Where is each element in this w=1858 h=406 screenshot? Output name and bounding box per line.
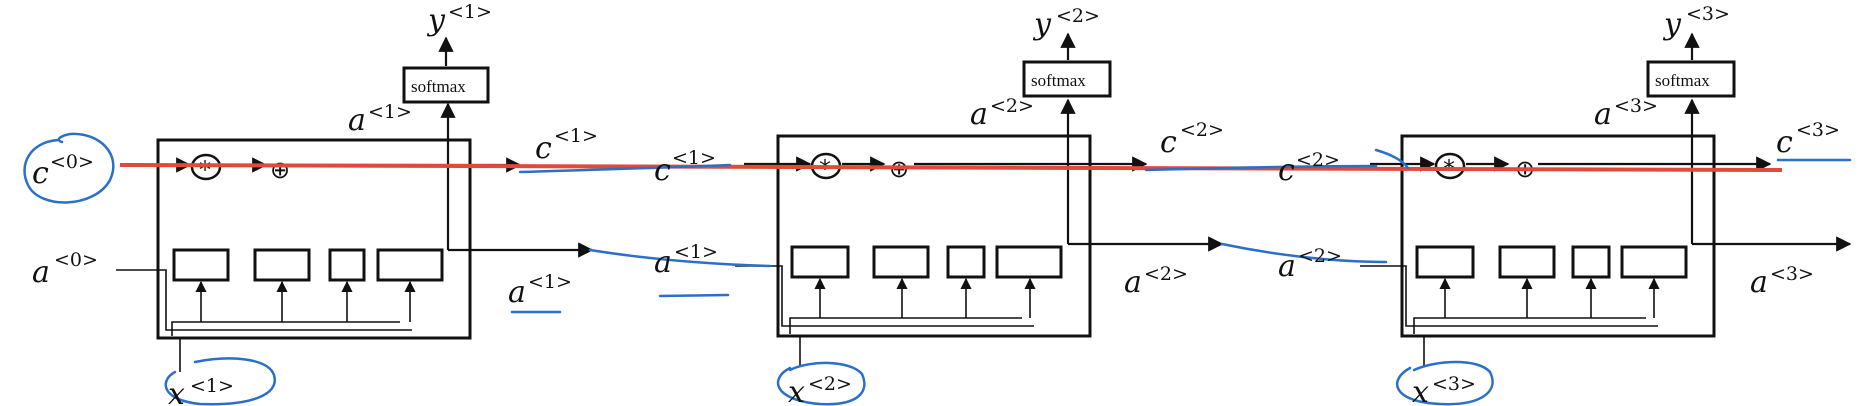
label-a3-out: a (1750, 265, 1768, 300)
label-x2: x (788, 375, 805, 406)
label-a1-top-sup: <1> (368, 101, 412, 123)
cell-2-gate-tanh (946, 245, 986, 279)
label-c2-out-sup: <2> (1180, 119, 1224, 141)
label-a1-out-sup: <1> (528, 271, 572, 293)
label-x3: x (1412, 375, 1429, 406)
label-a0: a (32, 255, 50, 290)
label-a2-in-sup: <2> (1298, 245, 1342, 267)
cell-1-gate-tanh (328, 248, 366, 282)
label-y2-sup: <2> (1056, 5, 1100, 27)
circle-x3 (1395, 360, 1494, 406)
label-y3: y (1662, 7, 1682, 42)
label-c3-out: c (1776, 125, 1793, 160)
cell-1-gate-forget (172, 248, 230, 282)
label-c1-in-sup: <1> (672, 147, 716, 169)
cell-2-gate-output (995, 245, 1063, 279)
cell-3-softmax-box (1646, 60, 1736, 98)
label-c0: c (32, 156, 49, 191)
cell-1-multiply-symbol: * (199, 156, 211, 184)
label-a2-out-sup: <2> (1144, 263, 1188, 285)
lstm-cell-3: * ⊕ softmax (1360, 32, 1852, 366)
memory-cell-highlight-line (119, 163, 1783, 172)
label-a2-in: a (1278, 249, 1296, 284)
lstm-cell-2: * ⊕ softmax (735, 32, 1224, 366)
cell-1-gate-output (376, 248, 444, 282)
cell-2-softmax-label: softmax (1031, 71, 1086, 90)
label-a2-top: a (970, 97, 988, 132)
cell-3-gate-output (1620, 245, 1688, 279)
label-y2: y (1032, 7, 1052, 42)
cell-1-add-symbol: ⊕ (270, 156, 290, 184)
label-a0-sup: <0> (54, 249, 98, 271)
label-a3-top-sup: <3> (1614, 95, 1658, 117)
cell-3-frame (1400, 134, 1716, 338)
cell-2-gate-forget (790, 245, 850, 279)
cell-1-input-bus (116, 269, 412, 331)
underline-a1-right (658, 293, 730, 298)
label-a1-in-sup: <1> (674, 241, 718, 263)
label-x2-sup: <2> (808, 373, 852, 395)
circle-x2 (776, 361, 866, 406)
label-a2-out: a (1124, 265, 1142, 300)
cell-3-multiply-op (1434, 152, 1466, 180)
label-c3-out-sup: <3> (1796, 119, 1840, 141)
cell-1-softmax-box (402, 66, 490, 104)
cell-2-gate-update (872, 245, 930, 279)
circle-c0 (23, 132, 115, 204)
label-c1-out-sup: <1> (554, 125, 598, 147)
lstm-cell-1: * ⊕ softmax (116, 36, 594, 372)
cell-1-frame (156, 138, 472, 340)
cell-3-softmax-label: softmax (1655, 71, 1710, 90)
label-x1: x (168, 377, 185, 406)
label-a2-top-sup: <2> (990, 95, 1034, 117)
label-a1-out: a (508, 275, 526, 310)
label-c1-out: c (535, 131, 552, 166)
label-a1-in: a (654, 245, 672, 280)
label-a3-out-sup: <3> (1770, 263, 1814, 285)
label-y1-sup: <1> (448, 1, 492, 23)
cell-2-frame (776, 134, 1092, 338)
cell-2-softmax-box (1022, 60, 1112, 98)
tick-c2 (1374, 148, 1410, 170)
label-c0-sup: <0> (50, 151, 94, 173)
underline-c1 (518, 163, 732, 174)
circle-x1 (164, 357, 276, 406)
label-c1-in: c (654, 153, 671, 188)
label-a3-top: a (1594, 97, 1612, 132)
cell-1-softmax-label: softmax (411, 77, 466, 96)
cell-3-gate-update (1498, 245, 1556, 279)
cell-3-gate-forget (1415, 245, 1475, 279)
curve-a2 (1220, 242, 1388, 264)
label-c2-in: c (1278, 153, 1295, 188)
underline-c2 (1144, 164, 1378, 172)
label-c2-out: c (1160, 125, 1177, 160)
label-c2-in-sup: <2> (1296, 149, 1340, 171)
cell-1-gate-update (253, 248, 311, 282)
label-x1-sup: <1> (190, 375, 234, 397)
label-x3-sup: <3> (1432, 373, 1476, 395)
curve-a1 (588, 248, 772, 268)
cell-3-gate-tanh (1571, 245, 1611, 279)
cell-3-input-bus (1360, 265, 1658, 327)
label-y3-sup: <3> (1686, 3, 1730, 25)
label-y1: y (426, 3, 446, 38)
label-a1-top: a (348, 103, 366, 138)
handwritten-annotations (23, 132, 1852, 406)
